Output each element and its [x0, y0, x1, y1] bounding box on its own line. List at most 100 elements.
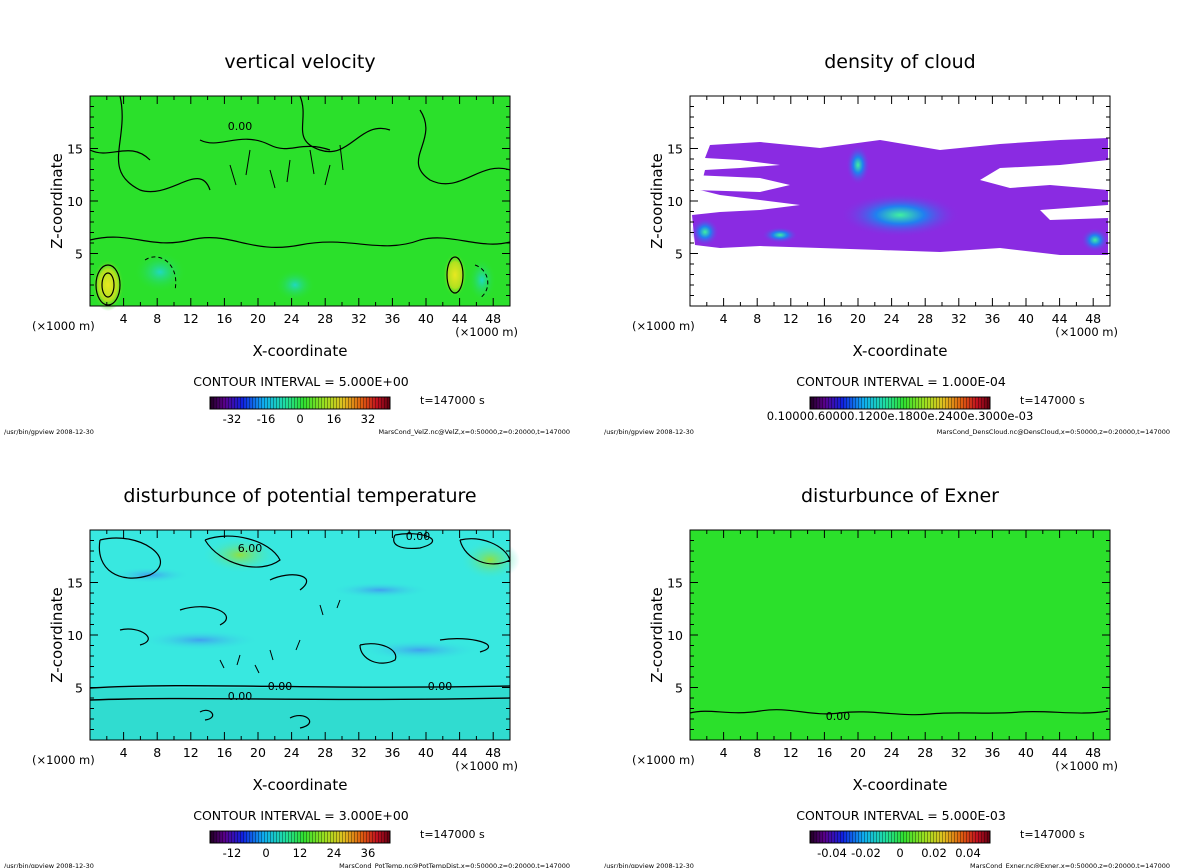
chart-3-xtick-label: 12 — [783, 745, 799, 760]
chart-3-colorbar-tick: -0.04 — [817, 846, 847, 860]
chart-0-footer-left: /usr/bin/gpview 2008-12-30 — [4, 428, 94, 436]
chart-2-xtick-label: 4 — [120, 745, 128, 760]
chart-0-footer-right: MarsCond_VelZ.nc@VelZ,x=0:50000,z=0:2000… — [379, 428, 570, 436]
chart-2-xunit-right: (×1000 m) — [455, 759, 518, 773]
chart-3-xtick-label: 4 — [720, 745, 728, 760]
chart-1-xtick-label: 24 — [884, 311, 900, 326]
chart-3-colorbar-stripes — [810, 831, 990, 843]
chart-0-contour-label: 0.00 — [228, 120, 253, 133]
chart-2-xtick-label: 44 — [452, 745, 468, 760]
chart-2-time: t=147000 s — [420, 828, 485, 841]
chart-1-xtick-label: 40 — [1018, 311, 1034, 326]
panel-3-field — [689, 530, 1110, 740]
chart-2-ytick-label: 10 — [67, 628, 83, 643]
chart-2-contour-label: 0.00 — [268, 680, 293, 693]
chart-2-colorbar-tick: 36 — [361, 846, 376, 860]
chart-1-xtick-label: 48 — [1085, 311, 1101, 326]
chart-2-xtick-label: 32 — [351, 745, 367, 760]
chart-1-xtick-label: 32 — [951, 311, 967, 326]
chart-2-xtick-label: 8 — [153, 745, 161, 760]
chart-3-footer-left: /usr/bin/gpview 2008-12-30 — [604, 862, 694, 868]
panel-2-field — [89, 530, 520, 740]
chart-3-colorbar-tick: 0 — [896, 846, 903, 860]
chart-2-colorbar-stripes — [210, 831, 390, 843]
chart-0-xtick-label: 44 — [452, 311, 468, 326]
chart-3-title: disturbunce of Exner — [801, 485, 999, 507]
chart-0-colorbar-tick: -16 — [257, 412, 276, 426]
chart-2-xtick-label: 36 — [384, 745, 400, 760]
chart-1-ytick-label: 15 — [667, 142, 683, 157]
chart-2-xtick-label: 28 — [317, 745, 333, 760]
chart-1-xtick-label: 12 — [783, 311, 799, 326]
chart-3-xtick-label: 36 — [984, 745, 1000, 760]
chart-2-contour-interval: CONTOUR INTERVAL = 3.000E+00 — [193, 808, 409, 823]
chart-1-xtick-label: 44 — [1052, 311, 1068, 326]
chart-0-xtick-label: 16 — [216, 311, 232, 326]
chart-0-colorbar-tick: 32 — [361, 412, 376, 426]
chart-0-xtick-label: 32 — [351, 311, 367, 326]
chart-2-ytick-label: 15 — [67, 576, 83, 591]
chart-3-xtick-label: 24 — [884, 745, 900, 760]
chart-1-xunit-left: (×1000 m) — [632, 319, 695, 333]
chart-3-ytick-label: 15 — [667, 576, 683, 591]
chart-3-footer-right: MarsCond_Exner.nc@Exner,x=0:50000,z=0:20… — [970, 862, 1170, 868]
chart-2-footer-right: MarsCond_PotTemp.nc@PotTempDist,x=0:5000… — [339, 862, 570, 868]
chart-1-xtick-label: 8 — [753, 311, 761, 326]
chart-1-colorbar-stripes — [810, 397, 990, 409]
chart-2-xunit-left: (×1000 m) — [32, 753, 95, 767]
chart-3-xtick-label: 32 — [951, 745, 967, 760]
chart-2-title: disturbunce of potential temperature — [123, 485, 476, 507]
chart-2-ytick-label: 5 — [75, 681, 83, 696]
chart-0-xtick-label: 24 — [284, 311, 300, 326]
chart-0-colorbar-stripes — [210, 397, 390, 409]
chart-0-xunit-left: (×1000 m) — [32, 319, 95, 333]
chart-0-xtick-label: 20 — [250, 311, 266, 326]
chart-1-ytick-label: 10 — [667, 194, 683, 209]
chart-3-colorbar-tick: 0.02 — [921, 846, 947, 860]
chart-3-xtick-label: 40 — [1018, 745, 1034, 760]
chart-2-xtick-label: 20 — [250, 745, 266, 760]
chart-3-xunit-right: (×1000 m) — [1055, 759, 1118, 773]
chart-3-contour-interval: CONTOUR INTERVAL = 5.000E-03 — [796, 808, 1006, 823]
chart-0-colorbar-tick: 16 — [327, 412, 342, 426]
chart-3-time: t=147000 s — [1020, 828, 1085, 841]
chart-0-xunit-right: (×1000 m) — [455, 325, 518, 339]
chart-2-xtick-label: 12 — [183, 745, 199, 760]
chart-1-xlabel: X-coordinate — [853, 342, 948, 360]
chart-0-xtick-label: 4 — [120, 311, 128, 326]
chart-2-contour-label: 0.00 — [228, 690, 253, 703]
chart-1-xtick-label: 36 — [984, 311, 1000, 326]
chart-3-ylabel: Z-coordinate — [648, 587, 666, 682]
chart-0-title: vertical velocity — [224, 51, 375, 73]
chart-0-colorbar-tick: -32 — [223, 412, 242, 426]
chart-0-xtick-label: 28 — [317, 311, 333, 326]
chart-2-xtick-label: 16 — [216, 745, 232, 760]
chart-2-colorbar-tick: -12 — [223, 846, 242, 860]
chart-1-title: density of cloud — [824, 51, 976, 73]
chart-3-xtick-label: 16 — [816, 745, 832, 760]
chart-3-xlabel: X-coordinate — [853, 776, 948, 794]
chart-3-xtick-label: 28 — [917, 745, 933, 760]
chart-0-ytick-label: 10 — [67, 194, 83, 209]
chart-0-xtick-label: 40 — [418, 311, 434, 326]
chart-3-xunit-left: (×1000 m) — [632, 753, 695, 767]
chart-0-xtick-label: 36 — [384, 311, 400, 326]
chart-3-colorbar-tick: -0.02 — [851, 846, 881, 860]
chart-1-xtick-label: 4 — [720, 311, 728, 326]
chart-1-colorbar-tick: 0.10000.60000.1200e.1800e.2400e.3000e-03 — [767, 409, 1034, 423]
chart-1-xtick-label: 20 — [850, 311, 866, 326]
chart-1-time: t=147000 s — [1020, 394, 1085, 407]
chart-1-ytick-label: 5 — [675, 247, 683, 262]
chart-0-time: t=147000 s — [420, 394, 485, 407]
chart-0-ytick-label: 15 — [67, 142, 83, 157]
chart-3-xtick-label: 20 — [850, 745, 866, 760]
panel-1-field — [690, 96, 1110, 306]
chart-0-xtick-label: 12 — [183, 311, 199, 326]
chart-1-xunit-right: (×1000 m) — [1055, 325, 1118, 339]
chart-3-colorbar-tick: 0.04 — [955, 846, 981, 860]
chart-1-contour-interval: CONTOUR INTERVAL = 1.000E-04 — [796, 374, 1006, 389]
chart-1-footer-left: /usr/bin/gpview 2008-12-30 — [604, 428, 694, 436]
chart-3-xtick-label: 48 — [1085, 745, 1101, 760]
chart-2-colorbar-tick: 12 — [293, 846, 308, 860]
